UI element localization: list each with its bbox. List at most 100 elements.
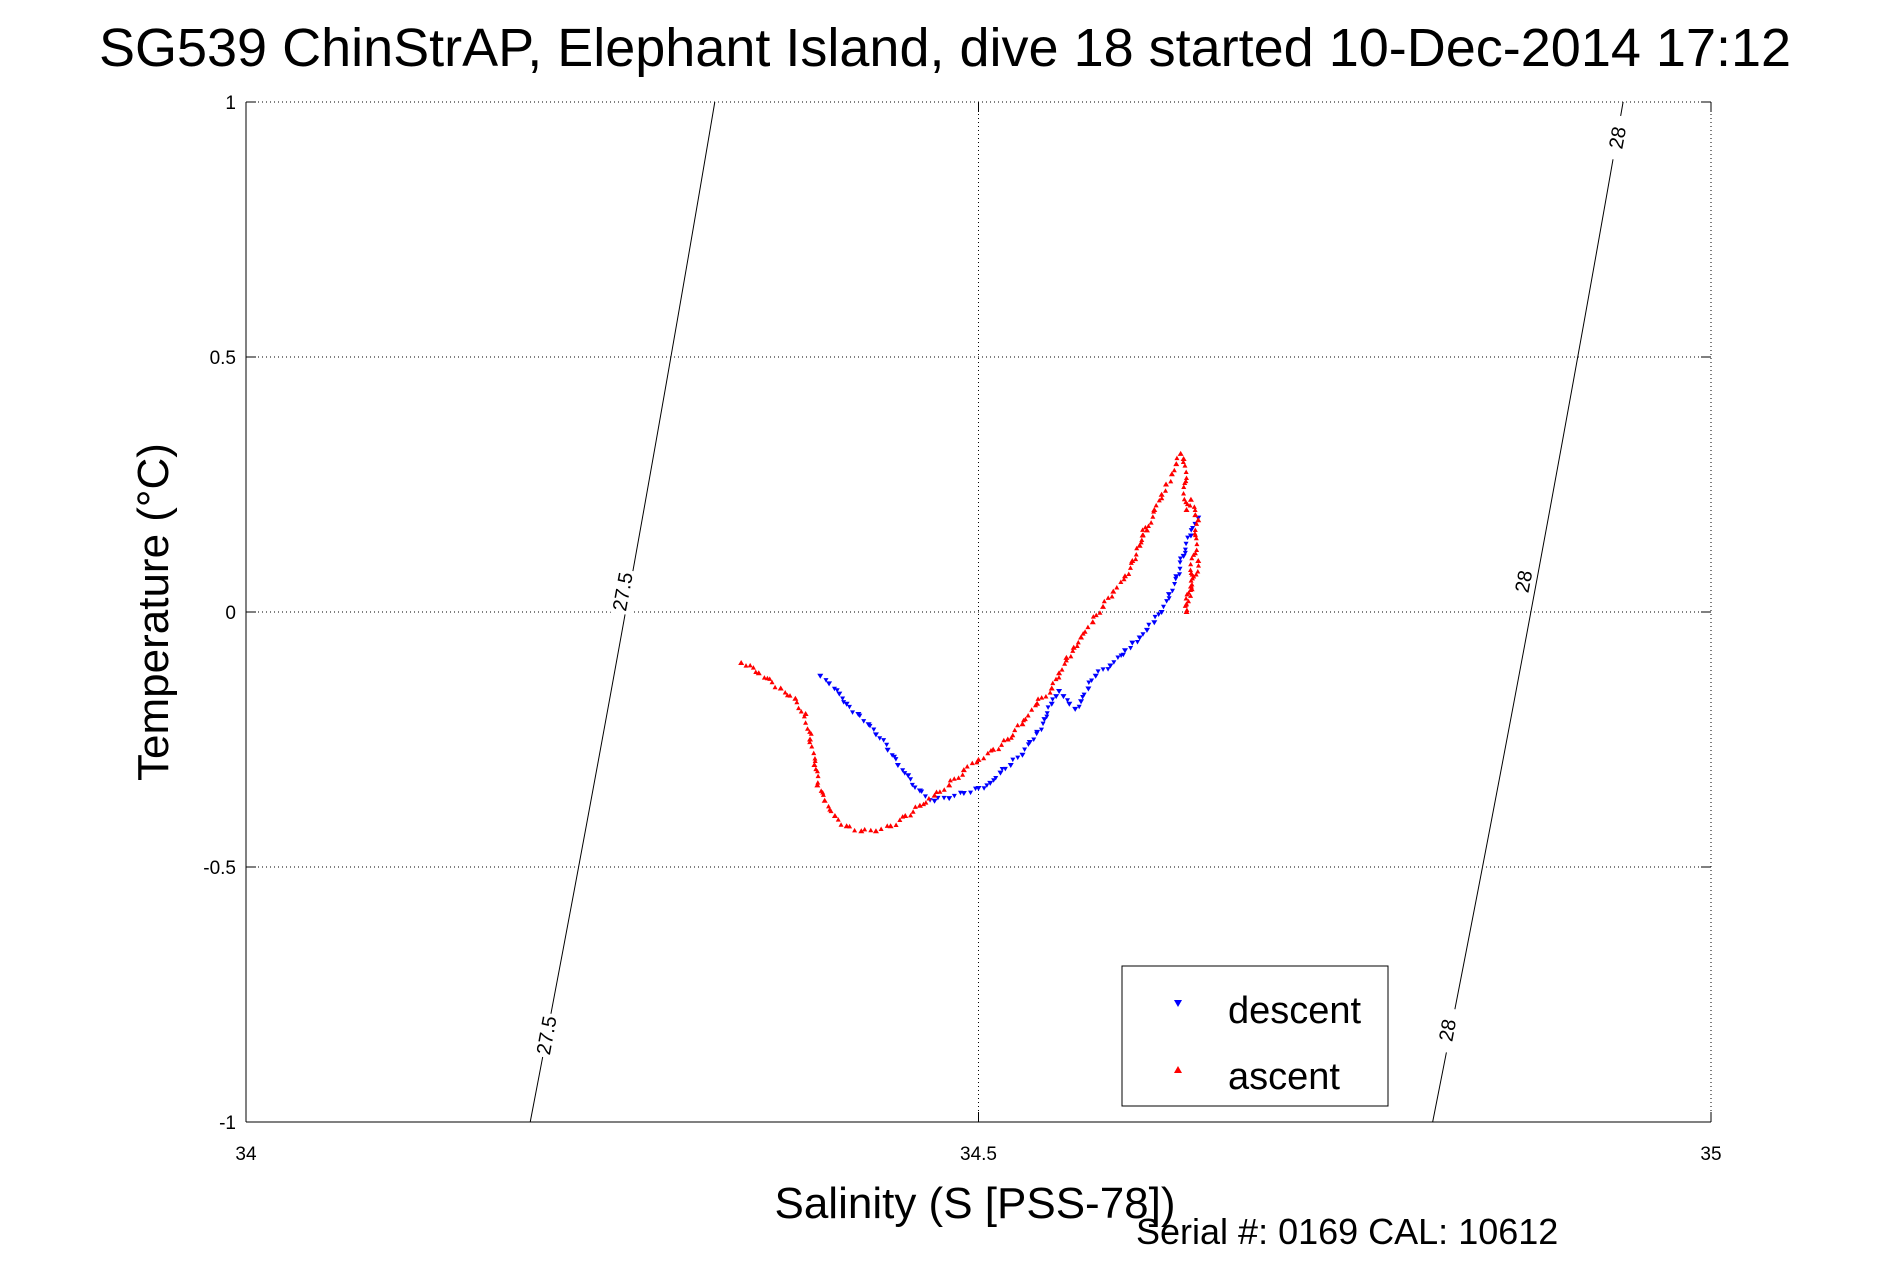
descent-point [984, 783, 990, 788]
descent-point [1066, 701, 1073, 707]
legend-ascent-marker [1174, 1066, 1182, 1073]
ascent-point [921, 801, 927, 807]
descent-point [1182, 550, 1188, 556]
descent-point [905, 773, 912, 779]
descent-point [1100, 667, 1106, 672]
descent-point [1136, 635, 1143, 641]
descent-point [1048, 701, 1055, 707]
descent-point [909, 782, 915, 788]
ascent-point [1109, 593, 1115, 599]
ascent-point [1159, 495, 1165, 501]
ascent-point [1075, 639, 1081, 645]
ascent-point [858, 828, 865, 834]
descent-point [922, 794, 928, 799]
ascent-point [807, 736, 814, 742]
ascent-point [1191, 504, 1197, 509]
ascent-point [815, 780, 821, 785]
descent-point [1045, 705, 1051, 710]
descent-point [1158, 610, 1165, 615]
y-tick-label: 0.5 [210, 348, 236, 369]
ascent-point [937, 789, 943, 794]
descent-point [1140, 632, 1146, 637]
descent-point [900, 768, 906, 773]
ascent-point [947, 777, 953, 783]
descent-point [1111, 660, 1117, 665]
ascent-point [1192, 507, 1198, 513]
ascent-point [1194, 521, 1200, 526]
ascent-point [1139, 537, 1145, 543]
ascent-point [814, 782, 821, 788]
ascent-point [750, 665, 756, 670]
ascent-point [1015, 722, 1021, 728]
axis-ticks: 34 34.5 35 -1 -0.5 0 0.5 1 [203, 93, 1721, 1165]
ascent-point [1183, 469, 1189, 474]
ascent-point [1035, 696, 1041, 701]
ascent-point [1050, 680, 1056, 686]
descent-point [1022, 747, 1028, 752]
descent-point [1056, 689, 1063, 695]
contour-label: 28 [1435, 1017, 1461, 1043]
contour-label-bg [1601, 113, 1634, 162]
ascent-point [1191, 552, 1197, 557]
descent-point [1002, 766, 1008, 772]
ascent-point [1182, 463, 1188, 468]
chart-title: SG539 ChinStrAP, Elephant Island, dive 1… [99, 18, 1791, 78]
ascent-point [1184, 501, 1190, 507]
descent-point [1085, 686, 1092, 692]
descent-point [889, 753, 895, 758]
ascent-point [1168, 471, 1175, 477]
descent-point [991, 778, 997, 783]
y-tick-label: 1 [225, 93, 236, 114]
ascent-point [1188, 593, 1194, 598]
ascent-point [1150, 514, 1156, 519]
ascent-point [1133, 556, 1139, 562]
descent-point [1190, 526, 1196, 531]
ascent-point [787, 693, 793, 698]
ascent-point [908, 812, 914, 818]
ascent-point [1192, 527, 1198, 532]
ascent-point [1158, 491, 1165, 497]
ascent-point [1070, 644, 1077, 650]
ascent-point [1173, 461, 1180, 467]
x-tick-label: 35 [1700, 1144, 1721, 1165]
descent-point [1182, 547, 1188, 553]
ascent-point [1118, 579, 1124, 584]
descent-point [881, 738, 887, 743]
descent-point [831, 686, 837, 692]
ascent-point [862, 826, 868, 832]
legend-ascent-label: ascent [1228, 1056, 1340, 1098]
ascent-point [821, 797, 828, 803]
ascent-point [798, 708, 804, 714]
data-points [738, 450, 1202, 834]
ascent-point [1039, 695, 1045, 700]
ascent-point [1140, 527, 1146, 532]
descent-point [1151, 620, 1158, 626]
ascent-point [1101, 598, 1107, 604]
ascent-point [1062, 661, 1068, 666]
ascent-point [1189, 586, 1195, 592]
ascent-point [1183, 507, 1190, 512]
ascent-point [1183, 595, 1189, 601]
descent-point [1177, 556, 1183, 561]
ascent-point [794, 699, 800, 705]
descent-point [1187, 533, 1194, 539]
ascent-point [893, 822, 899, 827]
ascent-point [820, 792, 826, 797]
ascent-point [1183, 475, 1189, 480]
ascent-point [828, 808, 834, 814]
descent-point [884, 742, 890, 748]
descent-point [871, 727, 877, 732]
descent-point [1107, 663, 1114, 669]
descent-point [1095, 669, 1101, 674]
descent-point [1165, 592, 1172, 598]
descent-point [912, 785, 918, 791]
descent-point [1134, 639, 1140, 645]
descent-point [1129, 640, 1136, 646]
ascent-point [747, 662, 753, 668]
ascent-point [811, 762, 818, 767]
ascent-point [1093, 612, 1099, 618]
ascent-point [990, 746, 997, 752]
descent-point [1089, 678, 1095, 684]
descent-point [902, 771, 908, 776]
descent-point [1007, 763, 1014, 768]
